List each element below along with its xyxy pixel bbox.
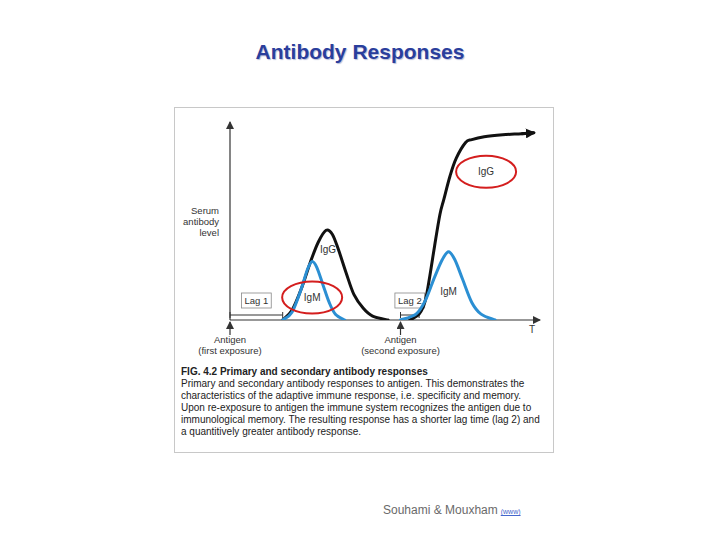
highlight-ellipse	[282, 282, 342, 314]
lag-tick	[400, 312, 401, 318]
antigen-label: Antigen	[384, 334, 416, 345]
series-label: IgM	[440, 286, 457, 297]
caption-text: Primary and secondary antibody responses…	[181, 378, 540, 437]
series-label: IgG	[478, 166, 494, 177]
antigen-label: (second exposure)	[361, 345, 440, 356]
series-line	[283, 261, 345, 320]
lag-label: Lag 2	[398, 295, 422, 306]
antigen-label: Antigen	[214, 334, 246, 345]
series-label: IgG	[320, 244, 336, 255]
series-line	[401, 252, 496, 320]
slide-title: Antibody Responses	[0, 40, 720, 64]
credit-text: Souhami & Mouxham	[383, 503, 498, 517]
credit-link[interactable]: (www)	[501, 508, 521, 515]
lag-box	[395, 293, 425, 308]
antigen-label: (first exposure)	[198, 345, 261, 356]
caption-heading: FIG. 4.2 Primary and secondary antibody …	[181, 366, 545, 378]
series-line	[283, 230, 388, 320]
series-arrow	[521, 131, 533, 135]
plot-area	[283, 133, 534, 320]
series-label: IgM	[304, 292, 321, 303]
lag-span	[230, 315, 283, 316]
y-axis	[229, 122, 230, 320]
x-axis-label: T	[529, 324, 535, 335]
highlight-ellipse	[456, 156, 516, 188]
chart: SerumantibodylevelTLag 1Lag 2Antigen(fir…	[0, 0, 720, 540]
figure-frame	[174, 107, 554, 453]
credit: Souhami & Mouxham(www)	[383, 503, 521, 517]
lag-tick	[282, 312, 283, 318]
lag-label: Lag 1	[244, 295, 268, 306]
lag-tick	[230, 312, 231, 318]
y-axis-label: Serumantibodylevel	[183, 205, 219, 238]
caption: FIG. 4.2 Primary and secondary antibody …	[181, 366, 545, 438]
lag-box	[241, 293, 271, 308]
